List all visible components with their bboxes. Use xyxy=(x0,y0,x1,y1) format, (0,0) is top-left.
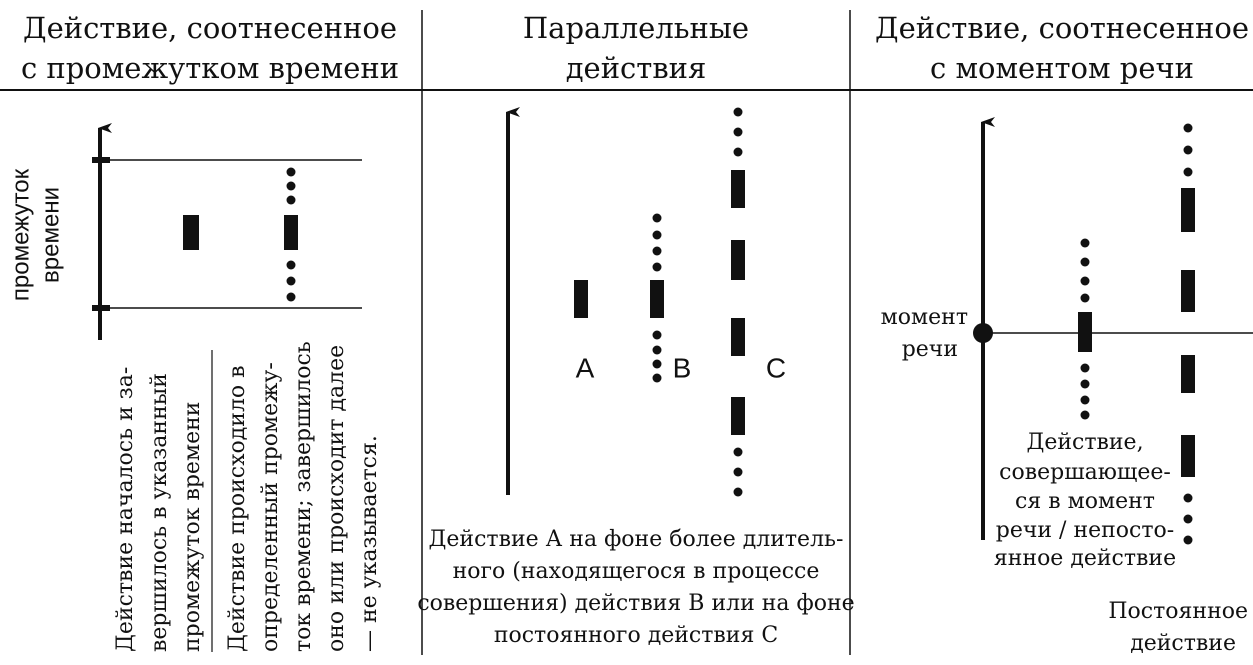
marker-label: А xyxy=(576,352,595,383)
note: Действие началось и за- xyxy=(113,367,138,652)
caption: совершающее- xyxy=(999,460,1171,485)
caption: янное действие xyxy=(994,546,1176,571)
note: оно или происходит далее xyxy=(324,345,349,652)
caption: действие xyxy=(1130,631,1236,656)
title: с моментом речи xyxy=(930,51,1194,85)
title: действия xyxy=(566,51,707,85)
title: Параллельные xyxy=(523,11,749,45)
marker-label: В xyxy=(673,352,692,383)
point-label: момент xyxy=(881,305,968,330)
caption: ного (находящегося в процессе xyxy=(453,559,820,584)
caption: речи / непосто- xyxy=(996,518,1174,543)
note: — не указывается. xyxy=(357,435,382,652)
note: промежуток времени xyxy=(180,402,205,652)
column-2: А В С Действие А на фоне более длитель- … xyxy=(417,107,855,648)
title: с промежутком времени xyxy=(21,51,399,85)
header: Действие, соотнесенное с промежутком вре… xyxy=(21,11,1249,85)
title: Действие, соотнесенное xyxy=(23,11,397,45)
caption: Постоянное xyxy=(1108,599,1248,624)
caption: ся в момент xyxy=(1015,489,1155,514)
note: ток времени; завершилось xyxy=(291,341,316,652)
marker-label: С xyxy=(766,352,786,383)
caption: Действие А на фоне более длитель- xyxy=(429,527,844,552)
note: определенный промежу- xyxy=(258,362,283,652)
axis-label: времени xyxy=(37,187,64,283)
note: вершилось в указанный xyxy=(147,373,172,652)
frame xyxy=(0,10,1253,655)
caption: совершения) действия В или на фоне xyxy=(417,591,854,616)
caption: Действие, xyxy=(1026,430,1143,455)
column-1: промежуток времени Действие началось и з… xyxy=(7,123,382,652)
column-3: момент речи Действие, совершающее- ся в … xyxy=(881,117,1253,656)
title: Действие, соотнесенное xyxy=(875,11,1249,45)
point-label: речи xyxy=(902,337,958,362)
caption: постоянного действия С xyxy=(494,623,778,648)
axis-label: промежуток xyxy=(7,168,34,301)
note: Действие происходило в xyxy=(225,365,250,652)
